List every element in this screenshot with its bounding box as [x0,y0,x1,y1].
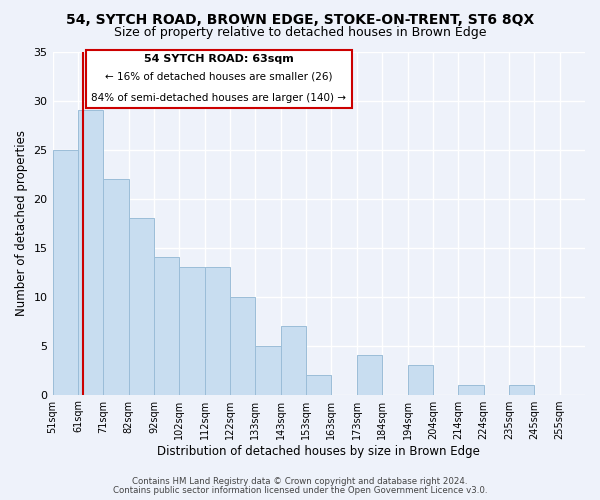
Text: Contains public sector information licensed under the Open Government Licence v3: Contains public sector information licen… [113,486,487,495]
Bar [256,346,281,395]
Bar [78,110,103,395]
Bar [205,267,230,394]
Text: 84% of semi-detached houses are larger (140) →: 84% of semi-detached houses are larger (… [91,94,346,104]
Bar [128,218,154,394]
Text: 54, SYTCH ROAD, BROWN EDGE, STOKE-ON-TRENT, ST6 8QX: 54, SYTCH ROAD, BROWN EDGE, STOKE-ON-TRE… [66,12,534,26]
Text: 54 SYTCH ROAD: 63sqm: 54 SYTCH ROAD: 63sqm [144,54,293,64]
Bar [458,385,484,394]
X-axis label: Distribution of detached houses by size in Brown Edge: Distribution of detached houses by size … [157,444,480,458]
Bar [179,267,205,394]
Bar [230,296,256,394]
Bar [306,375,331,394]
Bar [53,150,78,394]
Bar [154,258,179,394]
Bar [407,365,433,394]
Text: ← 16% of detached houses are smaller (26): ← 16% of detached houses are smaller (26… [105,72,332,82]
Bar [281,326,306,394]
Bar [509,385,534,394]
Text: Size of property relative to detached houses in Brown Edge: Size of property relative to detached ho… [114,26,486,39]
FancyBboxPatch shape [86,50,352,108]
Bar [103,179,128,394]
Text: Contains HM Land Registry data © Crown copyright and database right 2024.: Contains HM Land Registry data © Crown c… [132,477,468,486]
Bar [357,356,382,395]
Y-axis label: Number of detached properties: Number of detached properties [15,130,28,316]
